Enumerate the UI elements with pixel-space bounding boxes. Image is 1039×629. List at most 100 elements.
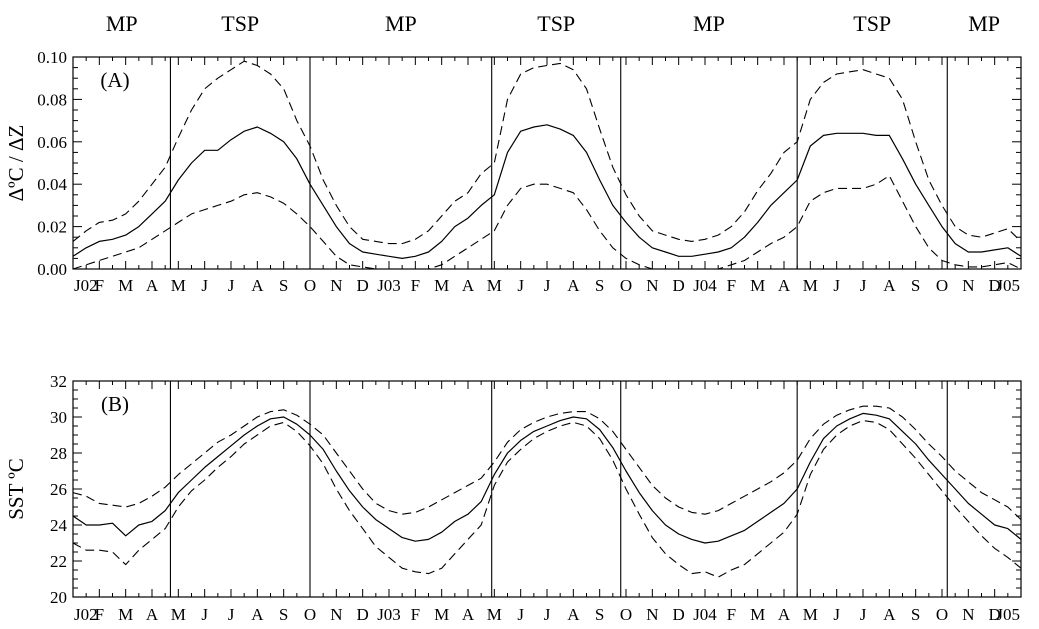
x-tick-label: J [201,276,208,295]
y-axis-label: ΔºC / ΔZ [4,125,28,202]
mean-series-line [72,412,1022,544]
x-tick-label: J [517,605,524,624]
x-tick-label: D [673,605,685,624]
x-tick-label: M [171,276,186,295]
x-tick-label: S [279,276,288,295]
x-tick-label: M [434,276,449,295]
x-tick-label: D [673,276,685,295]
season-label: TSP [537,11,575,36]
x-tick-label: A [146,605,159,624]
x-tick-label: J [544,605,551,624]
season-label: MP [106,11,138,36]
x-tick-label: N [962,605,974,624]
x-tick-label: O [620,605,632,624]
x-tick-label: J [833,276,840,295]
x-tick-label: M [750,276,765,295]
mean-series-line [72,124,1022,259]
x-tick-label: J [228,276,235,295]
x-tick-label: M [171,605,186,624]
x-tick-label: O [304,276,316,295]
x-tick-label: A [567,605,580,624]
x-tick-label: F [95,605,104,624]
x-tick-label: M [118,605,133,624]
x-tick-label: A [567,276,580,295]
season-label: MP [693,11,725,36]
x-tick-label: A [883,276,896,295]
x-tick-label: J04 [693,605,717,624]
panel-label: (A) [100,68,129,92]
x-tick-label: J [860,605,867,624]
season-label: TSP [853,11,891,36]
x-tick-label: J [860,276,867,295]
x-tick-label: J05 [996,276,1020,295]
x-tick-label: N [330,605,342,624]
plot-frame [72,380,1022,598]
x-tick-label: M [750,605,765,624]
bound-series-line [72,175,1022,270]
x-tick-label: A [778,605,791,624]
x-tick-label: S [911,605,920,624]
season-label: MP [385,11,417,36]
y-axis-label: SST ºC [4,458,28,520]
y-tick-label: 0.06 [37,133,67,152]
y-tick-label: 0.10 [37,48,67,67]
x-tick-label: M [803,605,818,624]
y-tick-label: 0.00 [37,260,67,279]
x-tick-label: S [595,276,604,295]
x-tick-label: F [411,276,420,295]
x-tick-label: M [487,276,502,295]
y-tick-label: 0.04 [37,175,67,194]
x-tick-label: M [118,276,133,295]
y-tick-label: 32 [50,372,67,391]
x-tick-label: A [251,276,264,295]
x-tick-label: F [95,276,104,295]
x-tick-label: D [357,605,369,624]
y-tick-label: 26 [50,480,67,499]
x-tick-label: N [330,276,342,295]
x-tick-label: J04 [693,276,717,295]
x-tick-label: S [911,276,920,295]
x-tick-label: O [936,276,948,295]
x-tick-label: F [727,276,736,295]
x-tick-label: J03 [377,605,401,624]
x-tick-label: J03 [377,276,401,295]
x-tick-label: A [462,605,475,624]
bound-series-line [72,405,1022,520]
x-tick-label: O [936,605,948,624]
x-tick-label: S [279,605,288,624]
x-tick-label: D [357,276,369,295]
x-tick-label: N [646,605,658,624]
x-tick-label: N [646,276,658,295]
x-tick-label: D [989,605,1001,624]
x-tick-label: J05 [996,605,1020,624]
x-tick-label: F [411,605,420,624]
x-tick-label: A [778,276,791,295]
x-tick-label: M [434,605,449,624]
x-tick-label: J [833,605,840,624]
x-tick-label: J [201,605,208,624]
x-tick-label: O [620,276,632,295]
y-tick-label: 0.08 [37,90,67,109]
y-tick-label: 0.02 [37,218,67,237]
y-tick-label: 20 [50,588,67,607]
y-tick-label: 24 [50,516,68,535]
plot-frame [72,56,1022,270]
x-tick-label: M [803,276,818,295]
x-tick-label: O [304,605,316,624]
x-tick-label: A [883,605,896,624]
x-tick-label: S [595,605,604,624]
panel-label: (B) [101,392,129,416]
x-tick-label: A [146,276,159,295]
season-label: MP [968,11,1000,36]
x-tick-label: J02 [74,276,98,295]
x-tick-label: F [727,605,736,624]
x-tick-label: A [462,276,475,295]
y-tick-label: 22 [50,552,67,571]
season-labels: MP TSP MP TSP MP TSP MP [106,11,1000,36]
bound-series-line [72,60,1022,245]
bound-series-line [72,420,1022,578]
x-tick-label: D [989,276,1001,295]
x-tick-label: J [544,276,551,295]
